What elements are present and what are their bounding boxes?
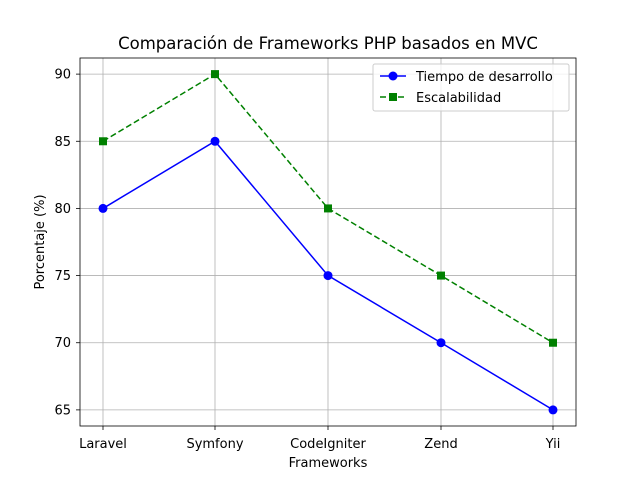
data-point xyxy=(211,70,219,79)
x-tick-label: Yii xyxy=(545,437,561,452)
data-point xyxy=(437,271,445,280)
legend-marker-tiempo xyxy=(388,71,398,81)
y-tick-label: 90 xyxy=(54,68,71,83)
data-point xyxy=(436,338,446,348)
legend: Tiempo de desarrollo Escalabilidad xyxy=(372,63,570,112)
legend-label-tiempo: Tiempo de desarrollo xyxy=(415,70,553,85)
tick-labels: Laravel Symfony CodeIgniter Zend Yii 65 70 75 80… xyxy=(54,68,560,452)
plot-border xyxy=(79,57,577,427)
x-tick-label: CodeIgniter xyxy=(290,437,366,452)
data-point xyxy=(98,203,108,213)
data-point xyxy=(210,136,220,146)
data-point xyxy=(323,271,333,281)
legend-label-escalabilidad: Escalabilidad xyxy=(416,91,501,106)
y-tick-label: 80 xyxy=(54,202,71,217)
y-tick-label: 75 xyxy=(54,269,71,284)
x-tick-label: Symfony xyxy=(186,437,243,452)
y-tick-label: 70 xyxy=(54,336,71,351)
data-point xyxy=(548,405,558,415)
x-tick-label: Zend xyxy=(424,437,457,452)
x-axis-label: Frameworks xyxy=(289,456,368,471)
series-layer xyxy=(98,70,558,415)
y-tick-label: 65 xyxy=(54,403,71,418)
data-point xyxy=(99,137,107,146)
legend-box xyxy=(372,63,570,112)
y-tick-label: 85 xyxy=(54,135,71,150)
legend-marker-escalabilidad xyxy=(389,93,397,101)
data-point xyxy=(324,204,332,213)
axes xyxy=(76,57,577,430)
x-tick-label: Laravel xyxy=(79,437,127,452)
chart-title: Comparación de Frameworks PHP basados en… xyxy=(118,34,538,53)
data-point xyxy=(549,338,557,347)
y-axis-label: Porcentaje (%) xyxy=(33,194,48,289)
